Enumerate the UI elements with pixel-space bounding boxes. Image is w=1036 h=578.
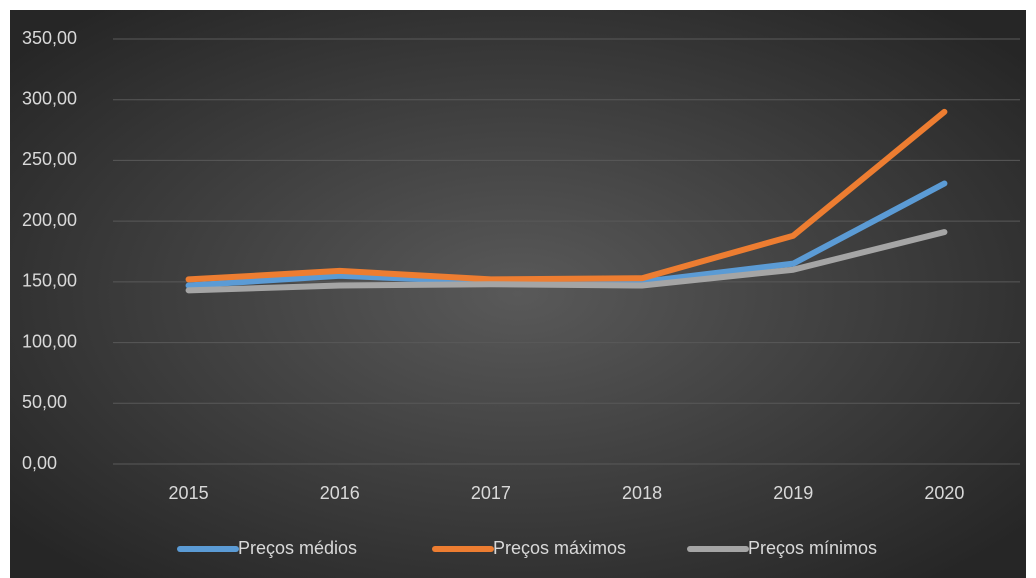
x-tick-label: 2020 (924, 483, 964, 503)
y-tick-label: 100,00 (22, 331, 77, 351)
line-series (185, 180, 948, 289)
x-tick-label: 2016 (320, 483, 360, 503)
x-tick-label: 2017 (471, 483, 511, 503)
y-tick-label: 0,00 (22, 453, 57, 473)
x-tick-label: 2015 (169, 483, 209, 503)
legend-label: Preços médios (238, 538, 357, 558)
line-series (185, 229, 948, 294)
y-tick-label: 200,00 (22, 210, 77, 230)
chart-background (10, 10, 1026, 578)
y-tick-label: 150,00 (22, 271, 77, 291)
y-tick-label: 300,00 (22, 88, 77, 108)
legend-label: Preços mínimos (748, 538, 877, 558)
y-tick-label: 250,00 (22, 149, 77, 169)
x-tick-label: 2018 (622, 483, 662, 503)
line-series (185, 108, 948, 283)
x-tick-label: 2019 (773, 483, 813, 503)
legend-label: Preços máximos (493, 538, 626, 558)
y-tick-label: 50,00 (22, 392, 67, 412)
y-tick-label: 350,00 (22, 28, 77, 48)
